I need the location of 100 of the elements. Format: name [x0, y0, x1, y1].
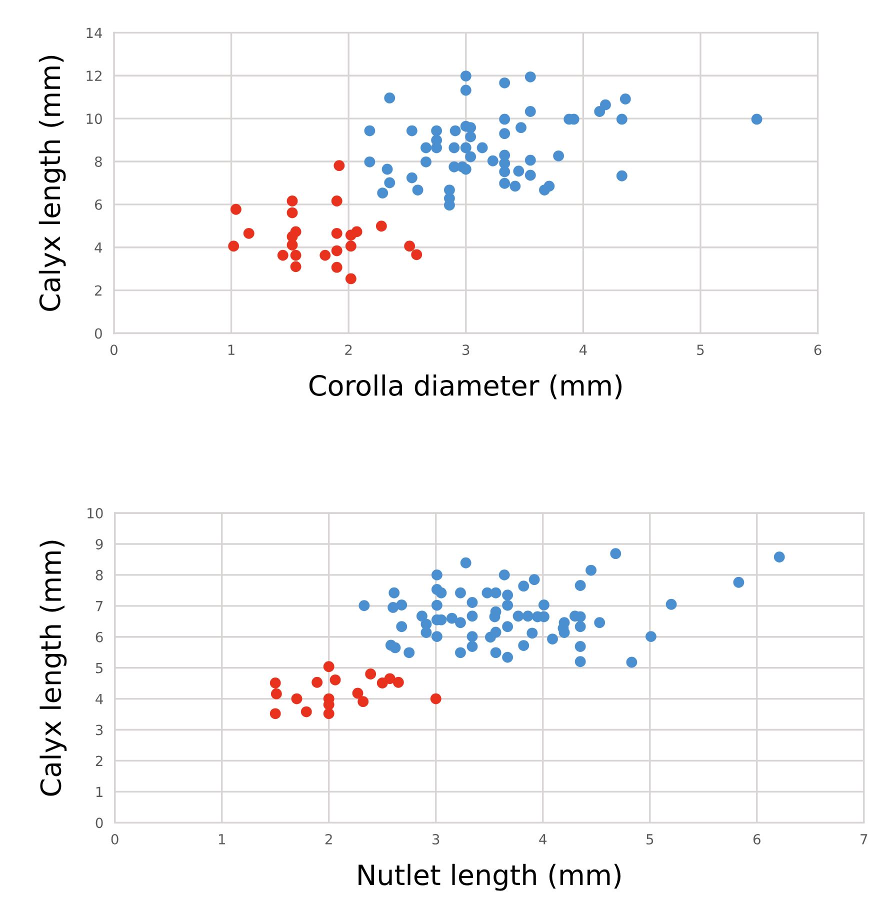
- point: [352, 688, 364, 699]
- point: [270, 688, 282, 700]
- point: [616, 170, 628, 182]
- y-axis-title: Calyx length (mm): [38, 56, 66, 311]
- x-tick-label: 0: [110, 344, 118, 356]
- point: [331, 228, 342, 239]
- y-tick-label: 7: [96, 601, 103, 612]
- point: [365, 668, 376, 680]
- point: [331, 245, 342, 256]
- point: [516, 122, 526, 134]
- point: [450, 125, 461, 136]
- point: [323, 708, 334, 720]
- point: [465, 131, 476, 142]
- point: [270, 708, 281, 720]
- point: [430, 693, 442, 704]
- y-tick-label: 14: [86, 28, 102, 38]
- point: [553, 150, 564, 162]
- x-axis-title: Corolla diameter (mm): [309, 374, 622, 400]
- point: [460, 142, 472, 154]
- point: [544, 180, 555, 192]
- x-tick-label: 6: [753, 834, 760, 845]
- y-tick-label: 4: [96, 694, 103, 704]
- point: [448, 142, 460, 154]
- point: [320, 250, 331, 261]
- x-tick-label: 1: [218, 834, 225, 844]
- x-tick-label: 6: [814, 344, 822, 356]
- point: [499, 128, 510, 140]
- y-tick-label: 4: [94, 242, 102, 253]
- point: [286, 240, 298, 250]
- point: [616, 114, 628, 125]
- point: [499, 114, 510, 125]
- y-tick-label: 8: [96, 570, 103, 580]
- y-tick-label: 1: [96, 786, 102, 797]
- point: [345, 240, 356, 252]
- point: [230, 204, 242, 215]
- point: [331, 262, 342, 273]
- point: [382, 164, 393, 175]
- point: [513, 166, 524, 177]
- point: [330, 674, 341, 686]
- point: [499, 77, 510, 88]
- point: [406, 125, 418, 136]
- y-axis-title: Calyx length (mm): [40, 540, 67, 796]
- y-tick-label: 9: [96, 538, 103, 550]
- point: [286, 196, 298, 206]
- y-tick-label: 2: [95, 285, 102, 296]
- point: [376, 220, 387, 232]
- x-tick-label: 5: [697, 344, 704, 356]
- point: [228, 240, 240, 252]
- y-tick-label: 10: [86, 114, 102, 124]
- point: [620, 94, 631, 104]
- point: [384, 177, 396, 188]
- point: [243, 228, 254, 239]
- y-tick-label: 6: [94, 199, 102, 210]
- point: [300, 706, 312, 718]
- y-tick-label: 2: [96, 756, 102, 766]
- point: [465, 151, 476, 162]
- x-tick-label: 2: [345, 344, 352, 355]
- y-tick-label: 8: [94, 156, 102, 167]
- point: [286, 207, 298, 218]
- point: [751, 114, 762, 125]
- y-tick-label: 0: [94, 328, 102, 339]
- point: [431, 125, 442, 136]
- x-tick-label: 3: [432, 834, 440, 845]
- point: [600, 99, 611, 110]
- point: [499, 166, 510, 178]
- point: [524, 170, 536, 181]
- point: [351, 226, 362, 238]
- point: [499, 178, 510, 189]
- point: [524, 71, 536, 82]
- x-tick-label: 5: [646, 834, 654, 845]
- x-tick-label: 2: [325, 834, 332, 844]
- x-tick-label: 0: [111, 834, 118, 845]
- point: [277, 250, 288, 261]
- point: [323, 661, 334, 672]
- point: [404, 240, 416, 252]
- y-tick-label: 12: [86, 70, 102, 81]
- point: [411, 249, 422, 260]
- point: [364, 125, 376, 136]
- point: [420, 142, 432, 154]
- point: [465, 122, 476, 134]
- y-tick-label: 6: [96, 632, 103, 642]
- point: [334, 160, 345, 172]
- x-tick-label: 7: [860, 834, 868, 844]
- y-tick-label: 5: [96, 662, 103, 674]
- point: [384, 92, 396, 104]
- point: [291, 693, 302, 704]
- point: [420, 156, 432, 168]
- point: [270, 678, 281, 688]
- y-tick-label: 10: [88, 508, 103, 518]
- point: [460, 84, 472, 96]
- point: [384, 673, 396, 684]
- point: [460, 70, 472, 82]
- point: [358, 696, 369, 708]
- point: [364, 156, 376, 168]
- point: [476, 142, 488, 154]
- x-tick-label: 4: [539, 834, 547, 844]
- point: [406, 172, 418, 184]
- point: [290, 250, 302, 261]
- point: [290, 261, 302, 272]
- point: [331, 196, 342, 206]
